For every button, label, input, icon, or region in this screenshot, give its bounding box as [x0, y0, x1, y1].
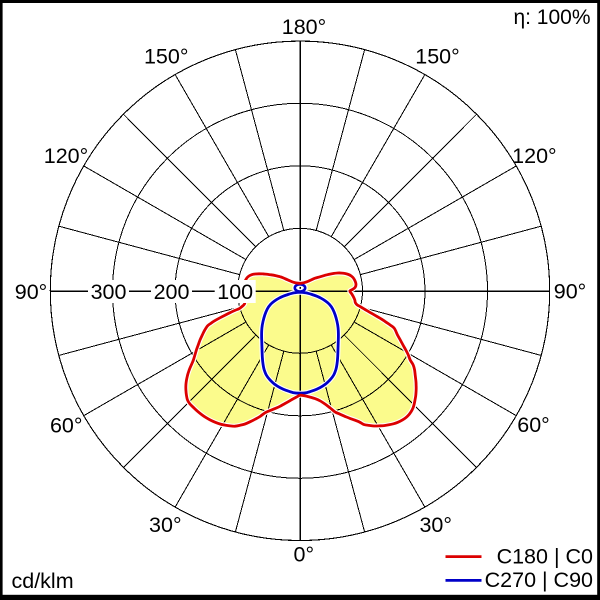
svg-text:180°: 180° [282, 15, 326, 39]
svg-text:150°: 150° [144, 45, 188, 69]
svg-text:30°: 30° [149, 513, 182, 537]
svg-text:60°: 60° [50, 413, 83, 437]
svg-text:300: 300 [91, 280, 127, 304]
svg-text:120°: 120° [512, 144, 556, 168]
svg-text:200: 200 [154, 280, 190, 304]
svg-text:C270 | C90: C270 | C90 [485, 568, 593, 592]
svg-text:120°: 120° [44, 144, 88, 168]
svg-text:90°: 90° [554, 280, 587, 304]
svg-text:100: 100 [217, 280, 253, 304]
svg-text:C180 | C0: C180 | C0 [497, 545, 593, 569]
svg-text:η: 100%: η: 100% [513, 6, 590, 29]
svg-text:cd/klm: cd/klm [12, 569, 74, 593]
svg-text:90°: 90° [15, 280, 48, 304]
svg-text:60°: 60° [517, 413, 550, 437]
svg-text:150°: 150° [415, 45, 459, 69]
svg-text:30°: 30° [419, 513, 452, 537]
svg-text:0°: 0° [294, 543, 315, 567]
